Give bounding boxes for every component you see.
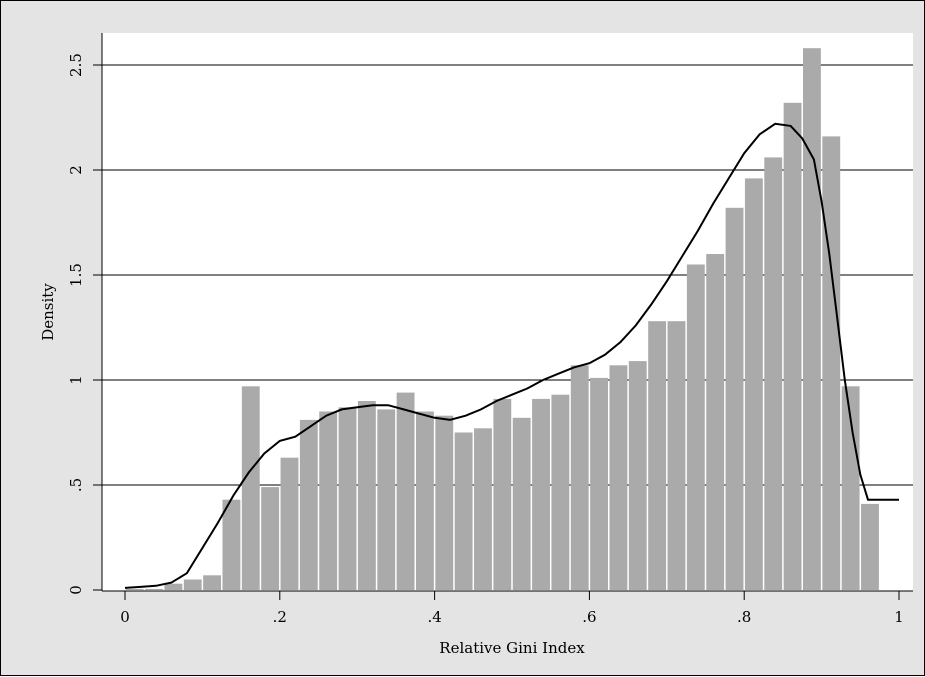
histogram-bar xyxy=(551,394,570,590)
y-tick-label: 1.5 xyxy=(67,263,85,287)
histogram-bar xyxy=(570,365,589,590)
x-tick-label: 0 xyxy=(120,608,130,626)
histogram-bar xyxy=(454,432,473,590)
x-tick-label: .6 xyxy=(582,608,596,626)
histogram-bar xyxy=(222,499,241,590)
histogram-bar xyxy=(299,419,318,590)
histogram-bar xyxy=(706,254,725,590)
histogram-bar xyxy=(609,365,628,590)
histogram-bar xyxy=(396,392,415,590)
histogram-bar xyxy=(319,411,338,590)
histogram-bar xyxy=(338,407,357,590)
histogram-bar xyxy=(474,428,492,590)
histogram-bar xyxy=(261,487,280,590)
y-axis-ticks: 0 .5 1 1.5 2 2.5 xyxy=(67,53,102,595)
x-tick-label: .4 xyxy=(427,608,441,626)
y-tick-label: 1 xyxy=(67,375,85,385)
histogram-bar xyxy=(241,386,260,590)
x-axis-ticks: 0 .2 .4 .6 .8 1 xyxy=(120,591,904,626)
density-curve xyxy=(124,122,899,589)
x-tick-label: .2 xyxy=(273,608,287,626)
histogram-bar xyxy=(667,321,686,590)
histogram-bar xyxy=(841,386,860,590)
histogram-bar xyxy=(686,264,705,590)
histogram-bar xyxy=(648,321,667,590)
histogram-bar xyxy=(145,588,163,590)
histogram-bar xyxy=(628,361,647,590)
histogram-bar xyxy=(512,417,531,590)
y-tick-label: 2.5 xyxy=(67,53,85,77)
histogram-bar xyxy=(590,377,608,590)
y-tick-label: 2 xyxy=(67,165,85,175)
histogram-bar xyxy=(125,588,144,590)
histogram-bar xyxy=(861,503,879,590)
histogram-bar xyxy=(357,401,376,590)
histogram-bar xyxy=(532,398,550,590)
y-tick-label: 0 xyxy=(67,585,85,595)
x-tick-label: .8 xyxy=(737,608,751,626)
y-axis-title: Density xyxy=(39,283,57,341)
histogram-bar xyxy=(725,207,744,591)
x-axis-title: Relative Gini Index xyxy=(439,639,585,657)
axes xyxy=(101,33,913,592)
histogram-bar xyxy=(435,415,454,590)
histogram-bar xyxy=(783,102,802,591)
histogram-bar xyxy=(493,398,512,590)
histogram-bars xyxy=(125,48,879,591)
histogram-bar xyxy=(377,409,396,590)
histogram-bar xyxy=(822,136,841,590)
histogram-bar xyxy=(164,583,183,590)
histogram-bar xyxy=(803,48,821,590)
histogram-bar xyxy=(280,457,299,590)
histogram-bar xyxy=(416,411,434,590)
histogram-bar xyxy=(203,575,221,590)
histogram-bar xyxy=(183,579,202,590)
x-tick-label: 1 xyxy=(894,608,904,626)
y-tick-label: .5 xyxy=(67,478,85,492)
histogram-bar xyxy=(764,157,783,590)
histogram-bar xyxy=(744,178,763,590)
